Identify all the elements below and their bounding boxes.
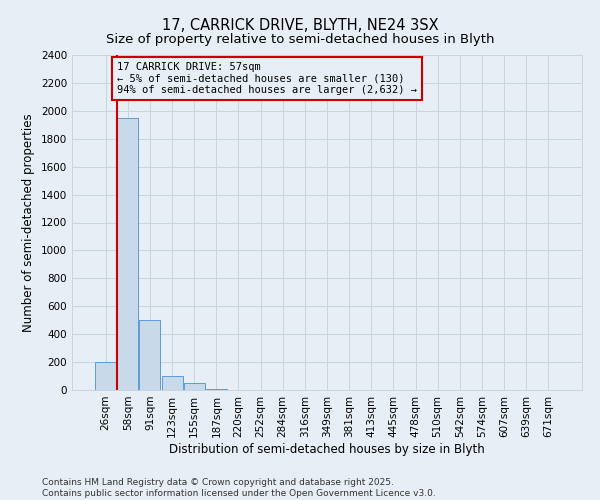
Text: Contains HM Land Registry data © Crown copyright and database right 2025.
Contai: Contains HM Land Registry data © Crown c…: [42, 478, 436, 498]
X-axis label: Distribution of semi-detached houses by size in Blyth: Distribution of semi-detached houses by …: [169, 442, 485, 456]
Y-axis label: Number of semi-detached properties: Number of semi-detached properties: [22, 113, 35, 332]
Bar: [206, 388, 227, 390]
Text: 17, CARRICK DRIVE, BLYTH, NE24 3SX: 17, CARRICK DRIVE, BLYTH, NE24 3SX: [161, 18, 439, 32]
Bar: [95, 362, 116, 390]
Bar: [118, 118, 139, 390]
Bar: [161, 376, 182, 390]
Text: Size of property relative to semi-detached houses in Blyth: Size of property relative to semi-detach…: [106, 32, 494, 46]
Text: 17 CARRICK DRIVE: 57sqm
← 5% of semi-detached houses are smaller (130)
94% of se: 17 CARRICK DRIVE: 57sqm ← 5% of semi-det…: [117, 62, 417, 95]
Bar: [139, 320, 160, 390]
Bar: [184, 383, 205, 390]
